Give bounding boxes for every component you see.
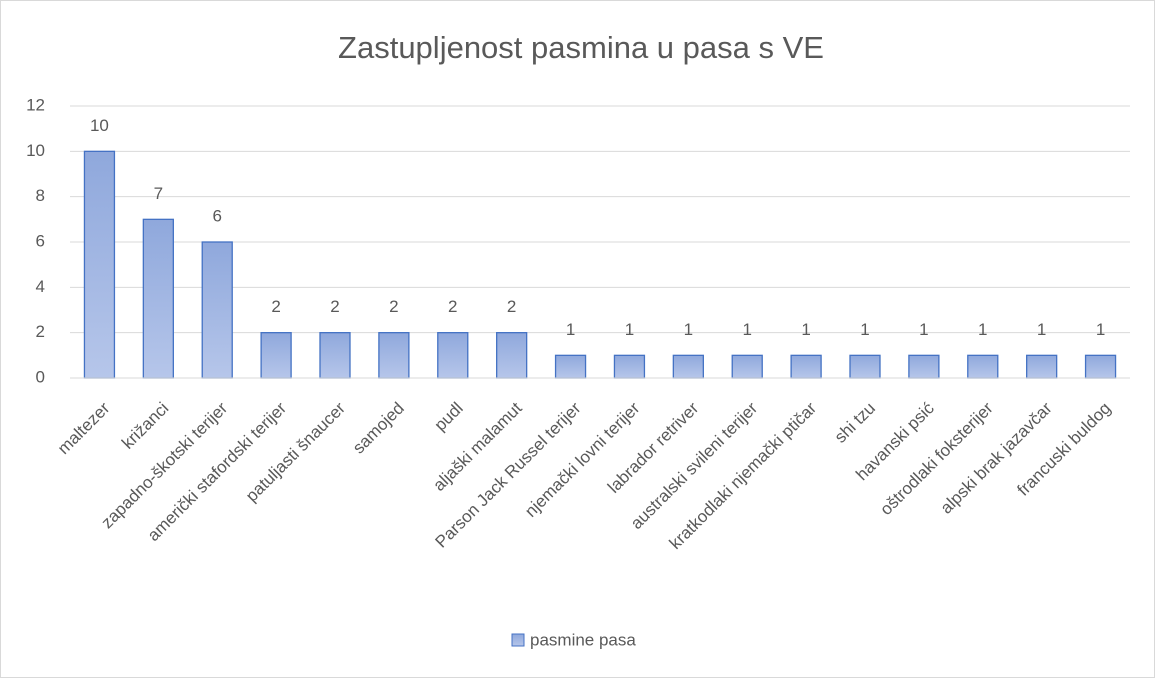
data-label: 2	[448, 297, 457, 316]
data-label: 1	[919, 320, 928, 339]
y-tick-label: 2	[36, 322, 45, 341]
data-label: 1	[801, 320, 810, 339]
bar	[83, 150, 116, 379]
bar	[201, 241, 233, 379]
data-label: 2	[389, 297, 398, 316]
bar	[672, 354, 704, 379]
chart-title: Zastupljenost pasmina u pasa s VE	[338, 30, 824, 65]
data-label: 2	[507, 297, 516, 316]
bar	[908, 354, 940, 379]
data-label: 1	[860, 320, 869, 339]
bar	[319, 332, 351, 379]
data-label: 1	[742, 320, 751, 339]
data-label: 1	[625, 320, 634, 339]
data-label: 1	[1096, 320, 1105, 339]
y-tick-label: 0	[36, 367, 45, 386]
data-label: 1	[978, 320, 987, 339]
y-tick-label: 4	[36, 277, 45, 296]
data-label: 2	[330, 297, 339, 316]
data-label: 7	[154, 184, 163, 203]
bar	[437, 332, 469, 379]
bar	[790, 354, 822, 379]
data-label: 1	[684, 320, 693, 339]
bar	[378, 332, 410, 379]
y-tick-label: 10	[26, 141, 45, 160]
bar	[1026, 354, 1058, 379]
bar	[554, 354, 587, 379]
legend-label: pasmine pasa	[530, 630, 636, 649]
data-label: 2	[271, 297, 280, 316]
bar	[613, 354, 646, 379]
data-label: 6	[212, 206, 221, 225]
y-tick-label: 6	[36, 231, 45, 250]
legend-swatch	[511, 633, 525, 647]
bar	[849, 354, 881, 379]
y-tick-label: 8	[36, 186, 45, 205]
data-label: 1	[1037, 320, 1046, 339]
bar	[142, 218, 174, 379]
data-label: 10	[90, 116, 109, 135]
y-tick-label: 12	[26, 95, 45, 114]
bar	[1084, 354, 1117, 379]
bar	[496, 332, 528, 379]
bar	[731, 354, 763, 379]
bar	[967, 354, 999, 379]
bar	[260, 332, 292, 379]
data-label: 1	[566, 320, 575, 339]
